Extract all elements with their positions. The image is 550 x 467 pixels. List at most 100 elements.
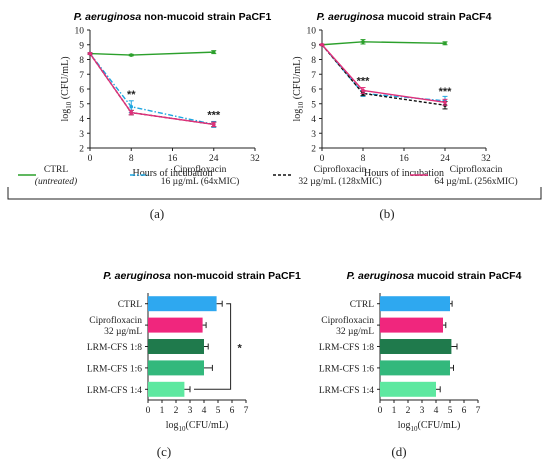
legend-label-cipro32: Ciprofloxacin <box>314 164 367 175</box>
x-axis-label: log10(CFU/mL) <box>398 420 461 433</box>
y-tick-label: 2 <box>311 145 316 155</box>
significance-mark: *** <box>357 76 371 88</box>
chart-title-b: P. aeruginosa mucoid strain PaCF4 <box>317 11 492 23</box>
series-line-cipro16 <box>89 53 214 126</box>
significance-mark: *** <box>439 86 453 98</box>
bar <box>148 317 203 333</box>
y-tick-label: 10 <box>307 27 317 37</box>
category-label: 32 µg/mL <box>104 327 142 337</box>
y-axis-label: log10 (CFU/mL) <box>60 56 73 121</box>
data-point-ctrl <box>129 53 134 57</box>
y-tick-label: 7 <box>79 71 84 81</box>
x-tick-label: 7 <box>476 406 481 416</box>
category-label: LRM-CFS 1:4 <box>319 386 374 396</box>
x-tick-label: 6 <box>230 406 235 416</box>
category-label: Ciprofloxacin <box>89 315 142 326</box>
panel-label-b: (b) <box>379 206 394 221</box>
bar <box>148 360 204 376</box>
y-axis-label: log10 (CFU/mL) <box>292 56 305 121</box>
category-label: CTRL <box>350 300 374 310</box>
data-point-cipro64 <box>443 100 447 105</box>
category-label: LRM-CFS 1:4 <box>87 386 142 396</box>
x-tick-label: 0 <box>88 154 93 164</box>
x-tick-label: 5 <box>216 406 221 416</box>
x-tick-label: 5 <box>448 406 453 416</box>
x-tick-label: 7 <box>244 406 249 416</box>
data-point-ctrl <box>211 50 216 54</box>
x-axis-label: Hours of incubation <box>133 168 213 179</box>
x-tick-label: 32 <box>481 154 491 164</box>
y-tick-label: 5 <box>311 100 316 110</box>
x-tick-label: 3 <box>420 406 425 416</box>
legend-label-cipro64: 64 µg/mL (256xMIC) <box>434 176 517 187</box>
significance-mark: * <box>237 343 242 355</box>
bar <box>148 339 204 354</box>
category-label: Ciprofloxacin <box>321 315 374 326</box>
line-chart-a: 2 3 4 5 6 7 8 9 10 0 8 16 24 32 Hours of incubation log… <box>60 27 260 180</box>
x-tick-label: 24 <box>440 154 450 164</box>
panel-label-d: (d) <box>391 444 406 459</box>
chart-title-c: P. aeruginosa non-mucoid strain PaCF1 <box>103 270 301 282</box>
x-tick-label: 32 <box>250 154 260 164</box>
chart-title-a: P. aeruginosa non-mucoid strain PaCF1 <box>74 11 272 23</box>
chart-title-d: P. aeruginosa mucoid strain PaCF4 <box>347 270 522 282</box>
data-point-ctrl <box>443 41 447 46</box>
x-tick-label: 8 <box>361 154 366 164</box>
chart-title-a-italic: P. aeruginosa <box>74 11 142 23</box>
data-point-cipro64 <box>361 88 365 93</box>
category-label: LRM-CFS 1:8 <box>87 343 142 353</box>
bar <box>148 296 217 312</box>
x-tick-label: 4 <box>202 406 207 416</box>
x-axis-label: Hours of incubation <box>364 168 444 179</box>
category-label: CTRL <box>118 300 142 310</box>
y-tick-label: 4 <box>79 115 84 125</box>
x-tick-label: 2 <box>406 406 411 416</box>
series-line-ctrl <box>321 41 446 46</box>
x-tick-label: 0 <box>378 406 383 416</box>
category-label: LRM-CFS 1:6 <box>87 364 142 374</box>
bar-chart-c: 0 1 2 3 4 5 6 7 log10(CFU/mL) CTRL Ciprofloxacin32… <box>87 293 249 433</box>
data-point-cipro64 <box>320 42 324 47</box>
x-tick-label: 16 <box>168 154 178 164</box>
x-tick-label: 1 <box>160 406 165 416</box>
x-tick-label: 8 <box>129 154 134 164</box>
y-tick-label: 5 <box>79 100 84 110</box>
chart-title-d-italic: P. aeruginosa <box>347 270 415 282</box>
bar <box>380 339 452 354</box>
x-tick-label: 1 <box>392 406 397 416</box>
data-point-cipro64 <box>88 51 92 56</box>
series-line-cipro16 <box>321 44 446 102</box>
bar <box>380 296 450 312</box>
y-tick-label: 9 <box>79 41 84 51</box>
data-point-ctrl <box>361 40 365 44</box>
data-point-cipro64 <box>211 122 216 127</box>
bar-chart-d: 0 1 2 3 4 5 6 7 log10(CFU/mL) CTRL Ciprofloxacin32… <box>319 293 481 433</box>
x-axis-label: log10(CFU/mL) <box>166 420 229 433</box>
y-tick-label: 3 <box>79 130 84 140</box>
category-label: 32 µg/mL <box>336 327 374 337</box>
panel-label-c: (c) <box>157 444 171 459</box>
x-tick-label: 2 <box>174 406 179 416</box>
chart-title-a-rest: non-mucoid strain PaCF1 <box>141 11 271 23</box>
chart-title-b-italic: P. aeruginosa <box>317 11 385 23</box>
series-line-cipro64 <box>89 53 214 126</box>
category-label: LRM-CFS 1:6 <box>319 364 374 374</box>
x-tick-label: 3 <box>188 406 193 416</box>
y-tick-label: 8 <box>311 56 316 66</box>
y-tick-label: 6 <box>311 86 316 96</box>
bar <box>148 381 185 397</box>
y-tick-label: 10 <box>75 27 85 37</box>
significance-mark: *** <box>207 110 221 122</box>
series-line-ctrl <box>89 51 214 56</box>
bar <box>380 360 450 376</box>
y-tick-label: 3 <box>311 130 316 140</box>
x-tick-label: 4 <box>434 406 439 416</box>
x-tick-label: 6 <box>462 406 467 416</box>
y-tick-label: 9 <box>311 41 316 51</box>
y-tick-label: 6 <box>79 86 84 96</box>
x-tick-label: 0 <box>320 154 325 164</box>
x-tick-label: 16 <box>399 154 409 164</box>
y-tick-label: 7 <box>311 71 316 81</box>
panel-label-a: (a) <box>150 206 164 221</box>
